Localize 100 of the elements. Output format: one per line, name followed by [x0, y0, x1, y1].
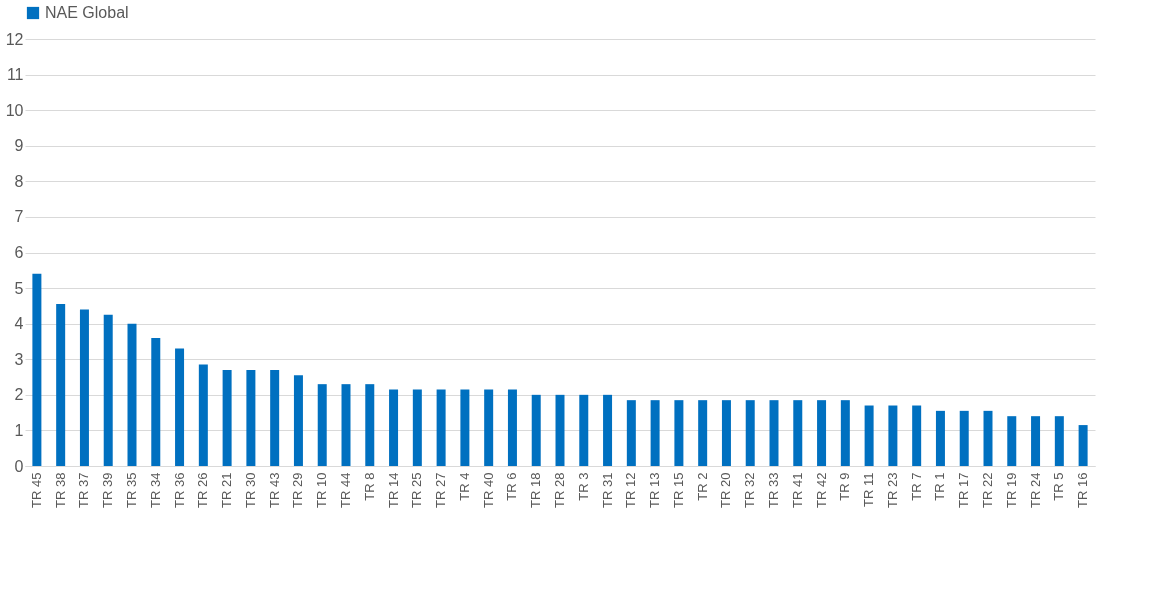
bar — [793, 400, 803, 466]
y-tick-label: 0 — [14, 457, 24, 475]
x-tick-label: TR 32 — [742, 472, 758, 508]
x-tick-label: TR 26 — [195, 472, 211, 508]
bar — [151, 337, 161, 466]
legend-label: NAE Global — [45, 4, 129, 21]
bar — [56, 304, 66, 466]
bar — [127, 323, 137, 466]
bar — [840, 400, 850, 466]
x-tick-label: TR 21 — [219, 472, 235, 508]
bar — [1007, 416, 1017, 466]
x-tick-label: TR 12 — [623, 472, 639, 508]
bar — [1031, 416, 1041, 466]
x-tick-label: TR 8 — [361, 472, 377, 501]
y-tick-label: 2 — [14, 386, 24, 404]
bar — [650, 400, 660, 466]
bar — [983, 410, 993, 466]
x-tick-label: TR 39 — [100, 472, 116, 508]
x-tick-label: TR 44 — [338, 472, 353, 508]
y-tick-label: 10 — [5, 101, 24, 119]
bar — [412, 389, 422, 466]
y-tick-label: 1 — [14, 421, 24, 439]
bar — [32, 273, 42, 466]
bar — [222, 369, 232, 466]
x-tick-label: TR 1 — [932, 472, 948, 501]
bar — [507, 389, 517, 466]
x-tick-label: TR 30 — [242, 472, 258, 508]
bar — [555, 394, 565, 466]
y-tick-label: 7 — [14, 208, 24, 226]
bar — [674, 400, 684, 466]
bar — [103, 314, 113, 466]
x-tick-label: TR 9 — [837, 472, 853, 501]
x-tick-label: TR 5 — [1051, 472, 1067, 501]
x-tick-label: TR 19 — [1003, 472, 1019, 508]
bar — [531, 394, 541, 466]
x-tick-label: TR 42 — [813, 472, 829, 508]
bar — [484, 389, 494, 466]
x-tick-label: TR 27 — [433, 472, 449, 508]
y-tick-label: 12 — [5, 30, 24, 48]
bar — [721, 400, 731, 466]
x-tick-label: TR 18 — [528, 472, 544, 508]
x-tick-label: TR 43 — [266, 472, 282, 508]
bar — [1078, 425, 1088, 466]
x-tick-label: TR 14 — [385, 472, 401, 508]
bar — [769, 400, 779, 466]
x-tick-label: TR 17 — [956, 472, 972, 508]
bar — [745, 400, 755, 466]
x-tick-label: TR 10 — [314, 472, 330, 508]
bar — [270, 369, 280, 466]
x-tick-label: TR 2 — [694, 472, 710, 501]
x-tick-label: TR 6 — [504, 472, 520, 501]
bar — [317, 384, 327, 466]
bar — [817, 400, 827, 466]
x-tick-label: TR 25 — [409, 472, 425, 508]
bar — [912, 405, 922, 466]
bar — [79, 309, 89, 466]
x-tick-label: TR 7 — [908, 472, 924, 501]
x-tick-label: TR 45 — [28, 472, 44, 508]
x-tick-label: TR 34 — [147, 472, 163, 508]
bar — [959, 410, 969, 466]
x-tick-label: TR 40 — [480, 472, 496, 508]
x-tick-label: TR 16 — [1075, 472, 1091, 508]
x-tick-label: TR 13 — [647, 472, 663, 508]
x-tick-label: TR 11 — [861, 472, 877, 507]
x-tick-label: TR 36 — [171, 472, 187, 508]
x-tick-label: TR 29 — [290, 472, 306, 508]
x-tick-label: TR 20 — [718, 472, 734, 508]
x-tick-label: TR 38 — [52, 472, 68, 508]
bar — [293, 375, 303, 466]
y-tick-label: 9 — [14, 137, 24, 155]
bar — [389, 389, 399, 466]
x-tick-label: TR 31 — [599, 472, 615, 508]
x-tick-label: TR 23 — [884, 472, 900, 508]
bar — [436, 389, 446, 466]
y-tick-label: 6 — [14, 244, 24, 261]
bar — [1054, 416, 1064, 466]
bar — [365, 384, 375, 466]
x-tick-label: TR 28 — [552, 472, 567, 508]
bar — [864, 405, 874, 466]
y-tick-label: 5 — [14, 279, 24, 297]
bar — [698, 400, 708, 466]
bar — [888, 405, 898, 466]
bar — [341, 384, 351, 466]
y-tick-label: 4 — [14, 315, 24, 333]
bar — [198, 364, 208, 466]
y-tick-label: 11 — [6, 66, 24, 84]
x-tick-label: TR 35 — [124, 472, 139, 508]
x-tick-label: TR 4 — [456, 472, 472, 501]
bar — [246, 369, 256, 466]
y-tick-label: 8 — [14, 172, 24, 190]
bar — [626, 400, 636, 466]
x-tick-label: TR 15 — [670, 472, 686, 508]
x-tick-label: TR 24 — [1027, 472, 1043, 508]
bar — [460, 389, 470, 466]
bar — [935, 410, 945, 466]
x-tick-label: TR 37 — [76, 472, 92, 508]
y-tick-label: 3 — [14, 350, 24, 368]
bar — [579, 394, 589, 466]
x-tick-label: TR 33 — [766, 472, 781, 508]
bar — [175, 348, 185, 466]
